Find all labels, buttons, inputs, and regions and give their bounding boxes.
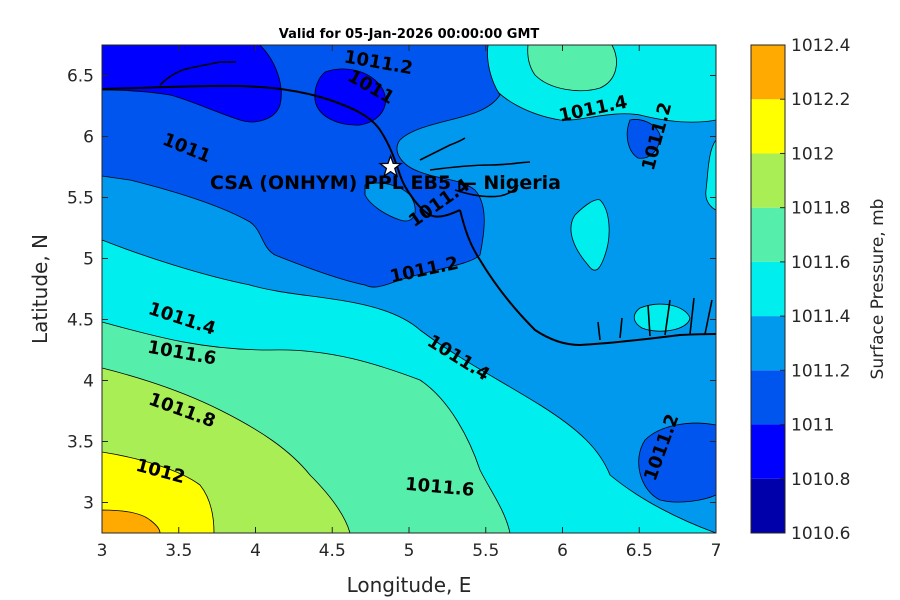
y-tick-label: 6.5: [67, 67, 94, 87]
coastline-delta: [459, 209, 716, 347]
x-tick-label: 6: [557, 541, 568, 561]
y-axis-ticks: 3 3.5 4 4.5 5 5.5 6 6.5: [67, 67, 716, 514]
y-tick-label: 3.5: [67, 433, 94, 453]
colorbar-segment: [751, 45, 785, 100]
x-axis-label: Longitude, E: [347, 573, 472, 597]
colorbar-tick-label: 1011.2: [791, 361, 850, 381]
site-marker: [378, 154, 403, 178]
river-delta-2: [597, 297, 713, 341]
x-tick-label: 4.5: [319, 541, 346, 561]
river-inland-2: [429, 161, 531, 171]
band-1010.8-center: [314, 68, 386, 126]
colorbar-tick-label: 1011: [791, 416, 834, 436]
x-tick-label: 5.5: [472, 541, 499, 561]
colorbar-segment: [751, 478, 785, 533]
coastline-west: [102, 84, 461, 218]
colorbar-segment: [751, 153, 785, 208]
y-tick-label: 6: [83, 128, 94, 148]
colorbar-tick-label: 1011.4: [791, 307, 850, 327]
star-icon: [378, 154, 403, 178]
colorbar-segment: [751, 424, 785, 479]
colorbar-label: Surface Pressure, mb: [868, 199, 888, 380]
x-axis-ticks: 3 3.5 4 4.5 5 5.5 6 6.5 7: [97, 45, 722, 561]
x-tick-label: 6.5: [626, 541, 653, 561]
river-lagoon: [159, 61, 236, 86]
colorbar: 1010.6 1010.8 1011 1011.2 1011.4 1011.6 1011.8…: [750, 36, 850, 544]
band-1010.8-left: [102, 45, 282, 123]
x-tick-label: 3.5: [165, 541, 192, 561]
colorbar-tick-label: 1012: [791, 144, 834, 164]
colorbar-frame: [750, 44, 786, 534]
y-tick-label: 4.5: [67, 311, 94, 331]
colorbar-tick-label: 1011.8: [791, 199, 850, 219]
x-tick-label: 4: [250, 541, 261, 561]
colorbar-tick-label: 1012.4: [791, 36, 850, 56]
colorbar-tick-label: 1010.6: [791, 524, 850, 544]
x-tick-label: 7: [711, 541, 722, 561]
y-tick-label: 4: [83, 372, 94, 392]
x-tick-label: 5: [404, 541, 415, 561]
colorbar-tick-label: 1011.6: [791, 253, 850, 273]
site-label: CSA (ONHYM) PPL EB5 — Nigeria: [210, 172, 561, 194]
band-1012.2: [102, 509, 161, 533]
figure-title: Valid for 05-Jan-2026 00:00:00 GMT: [279, 27, 540, 42]
contour-map: [102, 45, 716, 533]
band-1011.6-north: [527, 45, 617, 92]
colorbar-segment: [751, 370, 785, 425]
colorbar-segment: [751, 316, 785, 371]
band-1011.4-east: [705, 139, 716, 211]
river-inland-1: [419, 137, 466, 161]
band-1011.4-inland: [570, 199, 610, 271]
colorbar-segment: [751, 261, 785, 317]
colorbar-segment: [751, 99, 785, 154]
river-delta-1: [454, 184, 519, 198]
colorbar-segment: [751, 207, 785, 262]
band-1011-east: [626, 119, 661, 159]
band-1011-southeast: [638, 422, 716, 503]
colorbar-tick-label: 1010.8: [791, 470, 850, 490]
y-tick-label: 5.5: [67, 189, 94, 209]
y-axis-label: Latitude, N: [28, 234, 52, 344]
coastline: [102, 61, 716, 347]
y-tick-label: 5: [83, 250, 94, 270]
band-1011.2-bay: [364, 182, 416, 222]
colorbar-tick-label: 1012.2: [791, 90, 850, 110]
x-tick-label: 3: [97, 541, 108, 561]
y-tick-label: 3: [83, 494, 94, 514]
